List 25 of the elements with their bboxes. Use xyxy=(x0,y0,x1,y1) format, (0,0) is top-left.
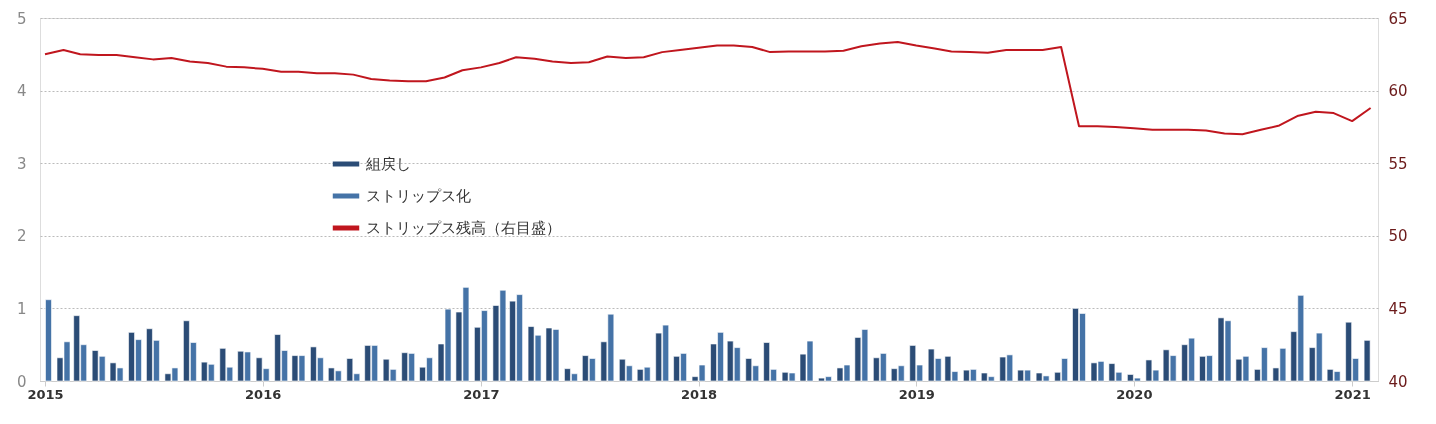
y2-tick-label: 65 xyxy=(1388,9,1408,28)
legend-label: 組戻し xyxy=(365,155,411,173)
x-tick-label: 2017 xyxy=(463,386,500,402)
y2-tick-label: 50 xyxy=(1388,227,1408,246)
y2-tick-label: 45 xyxy=(1388,299,1408,318)
y2-tick-label: 60 xyxy=(1388,82,1408,101)
y-tick-label: 4 xyxy=(16,82,27,101)
x-tick-label: 2018 xyxy=(680,386,718,402)
y-tick-label: 5 xyxy=(16,9,27,28)
legend-label: ストリップス残高（右目盛） xyxy=(366,219,561,237)
x-tick-label: 2016 xyxy=(245,386,282,402)
x-tick-label: 2020 xyxy=(1116,386,1153,402)
bar xyxy=(45,299,52,382)
x-tick-label: 2019 xyxy=(898,386,935,402)
legend-label: ストリップス化 xyxy=(366,187,471,205)
x-tick-label: 2021 xyxy=(1334,386,1371,402)
y-tick-label: 0 xyxy=(16,372,27,391)
x-tick-label: 2015 xyxy=(27,386,64,402)
y2-tick-label: 55 xyxy=(1388,154,1408,173)
y2-tick-label: 40 xyxy=(1388,372,1408,391)
y-tick-label: 1 xyxy=(16,299,27,318)
bar xyxy=(1363,340,1371,382)
line-series xyxy=(44,40,1372,136)
y-tick-label: 3 xyxy=(16,154,27,173)
y-tick-label: 2 xyxy=(16,227,27,246)
